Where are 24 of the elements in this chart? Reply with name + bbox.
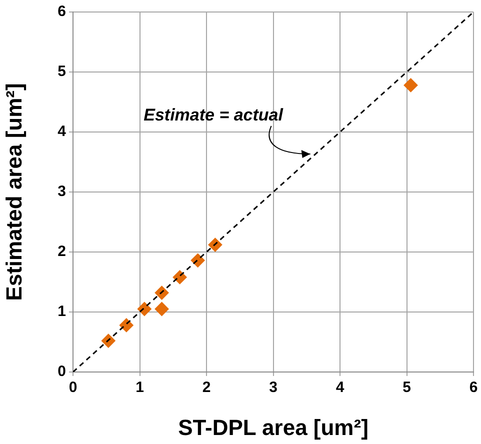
x-tick-label: 2 <box>202 379 211 396</box>
point <box>172 270 187 284</box>
annotation: Estimate = actual <box>144 106 284 125</box>
point <box>119 318 134 332</box>
x-tick-label: 1 <box>136 379 144 396</box>
y-tick-label: 4 <box>58 123 67 140</box>
y-tick-label: 6 <box>58 3 66 20</box>
point <box>404 78 418 92</box>
y-tick-label: 3 <box>58 183 66 200</box>
x-tick-label: 4 <box>336 379 345 396</box>
x-tick-label: 5 <box>402 379 411 396</box>
y-tick-label: 2 <box>58 243 66 260</box>
point <box>208 238 222 252</box>
point <box>101 334 116 348</box>
x-tick-label: 6 <box>469 379 478 396</box>
x-tick-label: 0 <box>68 379 78 396</box>
y-tick-label: 1 <box>58 303 66 320</box>
y-tick-label: 0 <box>58 363 66 380</box>
x-tick-label: 3 <box>269 379 278 396</box>
point <box>154 302 169 316</box>
point <box>154 286 169 300</box>
y-tick-label: 5 <box>58 63 66 80</box>
x-axis-title: ST-DPL area [um²] <box>178 414 368 440</box>
y-axis-title: Estimated area [um²] <box>1 83 26 301</box>
